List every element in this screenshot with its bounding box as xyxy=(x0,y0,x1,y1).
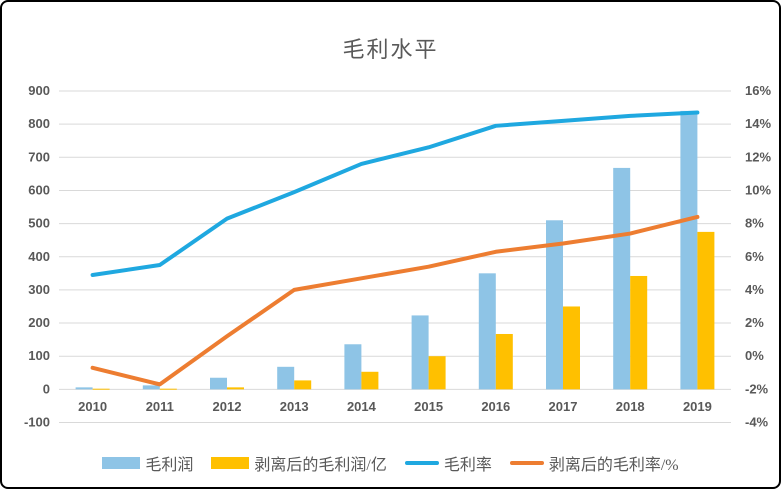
svg-text:2018: 2018 xyxy=(616,399,645,414)
bar xyxy=(613,167,631,390)
svg-text:400: 400 xyxy=(28,249,50,264)
gridlines xyxy=(59,90,731,423)
legend-line-swatch xyxy=(404,461,439,465)
bar xyxy=(159,388,177,390)
legend-item-2: 毛利率 xyxy=(404,451,492,475)
bar xyxy=(563,306,580,390)
x-axis-labels: 2010 2011 2012 2013 2014 2015 2016 2017 2018 2019 xyxy=(78,399,712,414)
bar xyxy=(142,385,160,390)
svg-text:12%: 12% xyxy=(745,149,771,164)
line-series-1 xyxy=(90,214,700,387)
bar xyxy=(478,273,496,390)
legend: 毛利润 剥离后的毛利润/亿 毛利率 剥离后的毛利率/% xyxy=(2,451,779,475)
svg-text:2011: 2011 xyxy=(146,399,174,414)
svg-text:300: 300 xyxy=(28,282,50,297)
legend-bar-swatch xyxy=(102,457,141,469)
legend-label: 毛利率 xyxy=(443,457,492,474)
svg-text:2010: 2010 xyxy=(78,399,107,414)
bar xyxy=(277,366,295,390)
svg-text:700: 700 xyxy=(28,149,50,164)
legend-line-swatch xyxy=(509,461,544,465)
legend-label: 剥离后的毛利润/亿 xyxy=(254,457,387,474)
svg-text:8%: 8% xyxy=(745,216,764,231)
svg-text:2016: 2016 xyxy=(481,399,510,414)
legend-bar-swatch xyxy=(211,457,250,469)
svg-text:-2%: -2% xyxy=(745,381,769,396)
bar xyxy=(428,356,446,390)
svg-text:0: 0 xyxy=(43,381,50,396)
svg-text:800: 800 xyxy=(28,116,50,131)
bar xyxy=(680,110,698,390)
bar xyxy=(92,388,110,390)
svg-text:6%: 6% xyxy=(745,249,764,264)
svg-text:2012: 2012 xyxy=(213,399,242,414)
svg-text:2013: 2013 xyxy=(280,399,309,414)
bar-series-1 xyxy=(92,231,715,390)
legend-item-3: 剥离后的毛利率/% xyxy=(509,451,679,475)
svg-text:500: 500 xyxy=(28,216,50,231)
svg-text:2%: 2% xyxy=(745,315,764,330)
svg-text:-4%: -4% xyxy=(745,415,769,430)
bar xyxy=(630,275,648,390)
bar xyxy=(411,315,429,390)
bar xyxy=(227,387,244,390)
svg-text:600: 600 xyxy=(28,182,50,197)
bar-series-0 xyxy=(75,110,698,390)
bar xyxy=(210,377,227,390)
svg-text:900: 900 xyxy=(28,83,50,98)
svg-text:10%: 10% xyxy=(745,182,771,197)
bar xyxy=(495,333,513,390)
legend-item-1: 剥离后的毛利润/亿 xyxy=(211,451,387,475)
svg-text:-100: -100 xyxy=(24,415,50,430)
chart-title: 毛利水平 xyxy=(342,37,439,62)
svg-text:2019: 2019 xyxy=(683,399,712,414)
legend-label: 剥离后的毛利率/% xyxy=(548,457,679,474)
svg-text:14%: 14% xyxy=(745,116,771,131)
legend-label: 毛利润 xyxy=(145,457,194,474)
svg-text:100: 100 xyxy=(28,348,50,363)
left-axis-labels: -100 0 100 200 300 400 500 600 700 800 900 xyxy=(24,83,50,430)
svg-text:4%: 4% xyxy=(745,282,764,297)
svg-text:2017: 2017 xyxy=(549,399,578,414)
line-series-0 xyxy=(90,110,700,277)
svg-text:2015: 2015 xyxy=(414,399,443,414)
bar xyxy=(546,220,563,390)
right-axis-labels: -4% -2% 0% 2% 4% 6% 8% 10% 12% 14% 16% xyxy=(745,83,771,430)
svg-text:200: 200 xyxy=(28,315,50,330)
legend-item-0: 毛利润 xyxy=(102,451,193,475)
bar xyxy=(344,344,362,390)
bar xyxy=(294,380,312,390)
bar xyxy=(361,371,379,390)
bar xyxy=(697,231,715,390)
bar xyxy=(75,387,93,390)
svg-text:0%: 0% xyxy=(745,348,764,363)
svg-text:2014: 2014 xyxy=(347,399,377,414)
svg-text:16%: 16% xyxy=(745,83,771,98)
